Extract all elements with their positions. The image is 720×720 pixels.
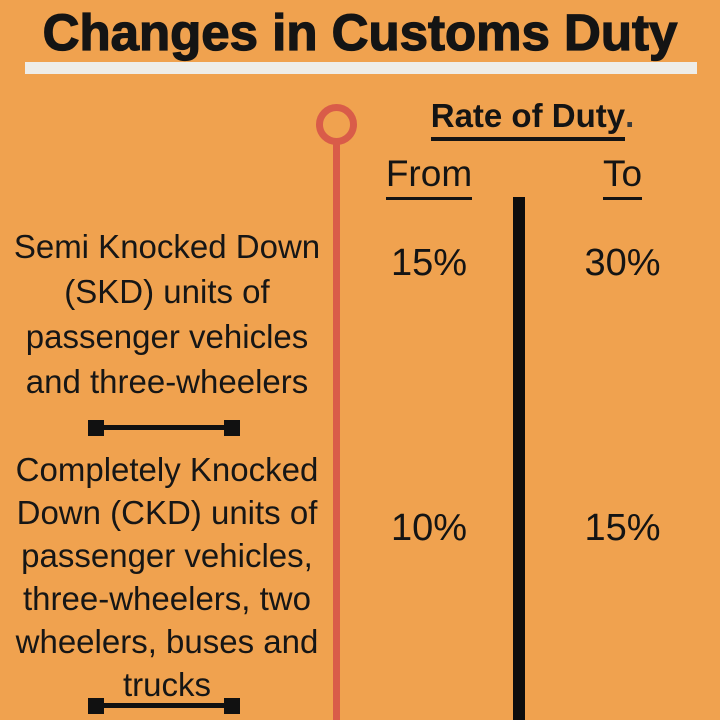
- timeline-vertical-line: [333, 143, 340, 720]
- ckd-to-value: 15%: [584, 507, 661, 549]
- section-divider: [88, 697, 240, 714]
- skd-to-value: 30%: [584, 242, 661, 284]
- divider-right-cap: [224, 697, 240, 714]
- title-underline-bar: [25, 62, 697, 74]
- divider-left-cap: [88, 697, 104, 714]
- rate-of-duty-label: Rate of Duty: [430, 97, 626, 141]
- rate-of-duty-period: .: [625, 97, 635, 134]
- divider-right-cap: [224, 419, 240, 436]
- timeline-circle-icon: [316, 104, 357, 145]
- column-header-from: From: [345, 153, 513, 200]
- section-divider: [88, 419, 240, 436]
- ckd-from-value: 10%: [390, 507, 468, 549]
- row-label-ckd: Completely Knocked Down (CKD) units of p…: [15, 451, 319, 703]
- divider-bar: [104, 703, 224, 708]
- column-header-to: To: [525, 153, 720, 200]
- from-label: From: [385, 153, 473, 200]
- divider-bar: [104, 425, 224, 430]
- to-label: To: [602, 153, 643, 200]
- divider-left-cap: [88, 419, 104, 436]
- from-to-separator-bar: [513, 197, 525, 720]
- row-label-skd: Semi Knocked Down (SKD) units of passeng…: [13, 228, 321, 400]
- skd-from-value: 15%: [390, 242, 468, 284]
- page-title: Changes in Customs Duty: [42, 3, 678, 61]
- rate-of-duty-header: Rate of Duty.: [410, 97, 655, 141]
